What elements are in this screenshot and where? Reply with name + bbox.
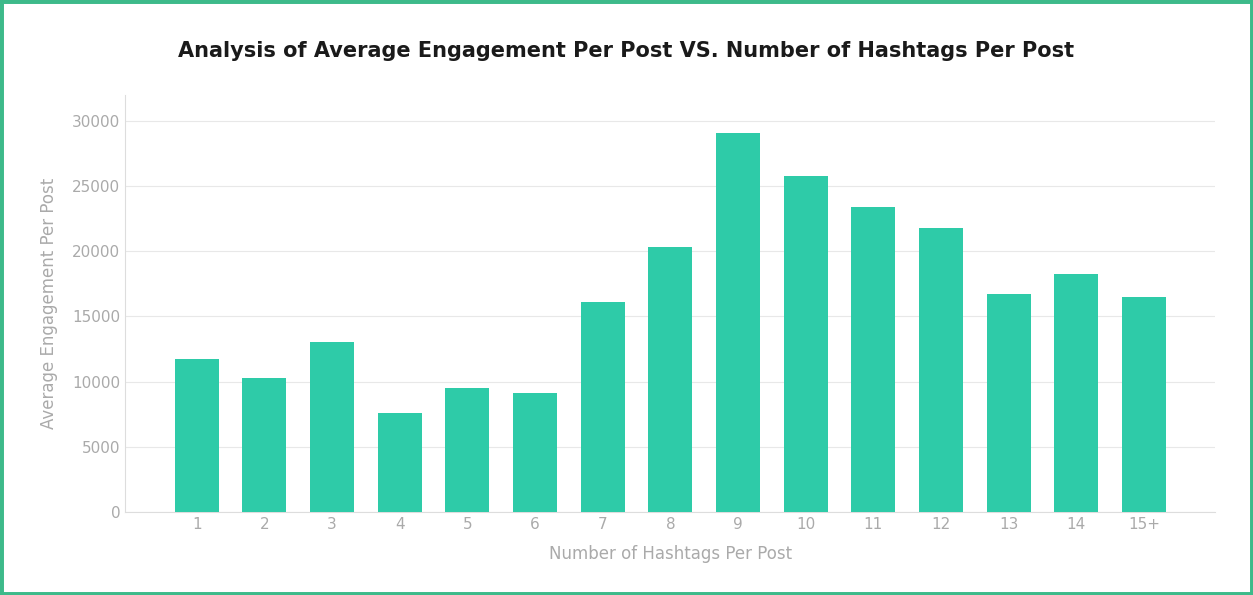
Bar [445, 388, 490, 512]
X-axis label: Number of Hashtags Per Post: Number of Hashtags Per Post [549, 546, 792, 563]
Bar [986, 295, 1030, 512]
Bar [648, 248, 693, 512]
Bar [378, 413, 422, 512]
Bar [580, 302, 625, 512]
Bar [851, 207, 896, 512]
Bar [1054, 274, 1098, 512]
Bar [715, 133, 761, 512]
Bar [311, 343, 355, 512]
Text: Analysis of Average Engagement Per Post VS. Number of Hashtags Per Post: Analysis of Average Engagement Per Post … [178, 40, 1075, 61]
Bar [918, 228, 962, 512]
Y-axis label: Average Engagement Per Post: Average Engagement Per Post [40, 178, 59, 429]
Bar [1121, 297, 1165, 512]
Bar [243, 378, 287, 512]
Bar [512, 393, 558, 512]
Bar [783, 176, 828, 512]
Bar [175, 359, 219, 512]
